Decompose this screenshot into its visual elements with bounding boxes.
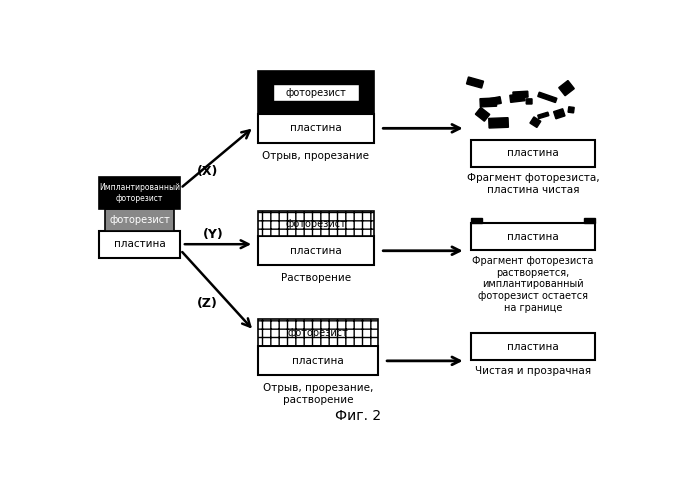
Text: пластина: пластина <box>292 356 344 366</box>
Bar <box>258 114 374 143</box>
Bar <box>475 107 490 121</box>
Bar <box>471 140 595 167</box>
Bar <box>559 80 575 96</box>
Bar <box>258 319 378 346</box>
Bar <box>273 84 359 101</box>
Text: фоторезист: фоторезист <box>109 215 170 225</box>
Text: Чистая и прозрачная: Чистая и прозрачная <box>475 366 591 376</box>
Bar <box>538 92 557 103</box>
Bar <box>530 117 541 127</box>
Bar <box>99 177 180 209</box>
Bar <box>272 216 360 231</box>
Bar <box>510 93 525 103</box>
Text: Фрагмент фоторезиста
растворяется,
имплантированный
фоторезист остается
на грани: Фрагмент фоторезиста растворяется, импла… <box>473 256 593 312</box>
Bar <box>538 112 549 119</box>
Bar <box>258 346 378 376</box>
Bar <box>554 109 565 119</box>
Bar <box>258 236 374 265</box>
Bar <box>471 223 595 250</box>
Text: Отрыв, прорезание: Отрыв, прорезание <box>263 151 370 160</box>
Bar <box>273 324 363 341</box>
Bar <box>258 212 374 236</box>
Bar <box>466 77 484 88</box>
Bar <box>471 333 595 360</box>
Text: (Z): (Z) <box>197 297 218 310</box>
Text: (Y): (Y) <box>203 228 223 241</box>
Text: Фиг. 2: Фиг. 2 <box>335 409 381 422</box>
Text: Растворение: Растворение <box>281 273 351 283</box>
Bar <box>106 209 174 231</box>
Bar <box>568 107 574 113</box>
Text: пластина: пластина <box>114 239 166 249</box>
Text: пластина: пластина <box>290 246 342 256</box>
Bar <box>584 218 595 223</box>
Bar <box>513 91 528 98</box>
Bar <box>490 97 501 105</box>
Bar <box>480 98 496 107</box>
Bar <box>258 71 374 114</box>
Text: пластина: пластина <box>290 123 342 133</box>
Text: Фрагмент фоторезиста,
пластина чистая: Фрагмент фоторезиста, пластина чистая <box>467 173 599 194</box>
Text: пластина: пластина <box>507 342 559 352</box>
Text: фоторезист: фоторезист <box>286 88 347 98</box>
Text: пластина: пластина <box>507 148 559 159</box>
Text: (X): (X) <box>197 165 218 178</box>
Text: Имплантированный
фоторезист: Имплантированный фоторезист <box>99 183 180 203</box>
Bar <box>471 218 482 223</box>
Bar <box>526 99 532 104</box>
Bar <box>489 118 508 128</box>
Text: пластина: пластина <box>507 231 559 241</box>
Text: фоторезист: фоторезист <box>286 219 347 229</box>
Bar <box>99 231 180 258</box>
Text: фоторезист: фоторезист <box>287 328 348 338</box>
Text: Отрыв, прорезание,
растворение: Отрыв, прорезание, растворение <box>263 383 373 405</box>
